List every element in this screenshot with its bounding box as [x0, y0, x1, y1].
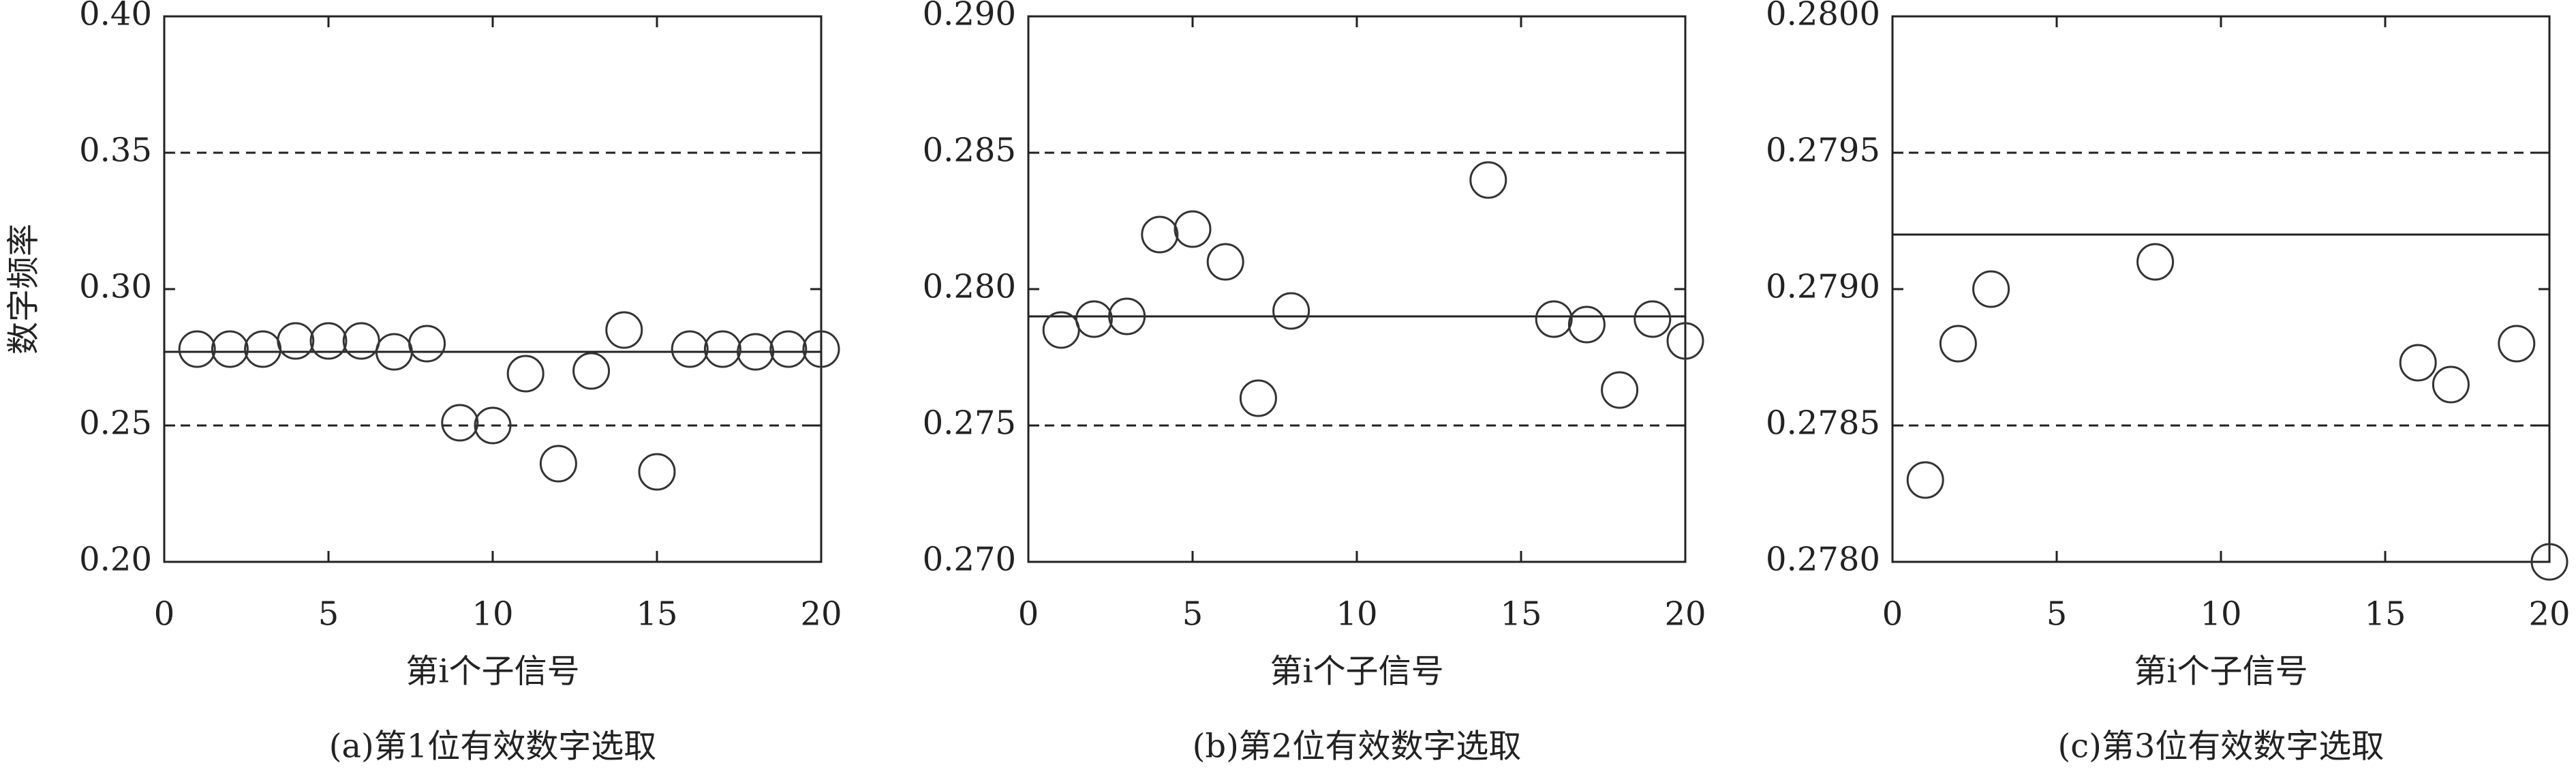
marker	[1906, 461, 1944, 499]
marker	[441, 404, 479, 442]
marker	[1239, 379, 1277, 417]
x-tick-label: 0	[1882, 595, 1903, 633]
x-tick-label: 20	[1664, 595, 1706, 633]
x-axis-label: 第i个子信号	[2134, 653, 2307, 691]
marker	[309, 322, 348, 360]
x-tick-label: 5	[2046, 595, 2068, 633]
y-tick-label: 0.275	[923, 404, 1016, 443]
marker	[671, 330, 709, 368]
y-tick-label: 0.2800	[1766, 0, 1880, 33]
marker	[1567, 305, 1606, 344]
y-tick-label: 0.2790	[1766, 268, 1880, 306]
marker	[178, 330, 216, 368]
marker	[1972, 270, 2010, 308]
marker	[539, 445, 577, 483]
y-tick-label: 0.290	[923, 0, 1016, 33]
marker	[2136, 243, 2175, 281]
marker	[1634, 300, 1672, 338]
marker	[1666, 322, 1704, 360]
marker	[277, 322, 315, 360]
y-tick-label: 0.30	[79, 268, 152, 306]
marker	[638, 453, 676, 491]
marker	[1601, 371, 1639, 409]
marker	[769, 330, 808, 368]
y-axis-label: 数字频率	[5, 224, 43, 355]
y-tick-label: 0.40	[79, 0, 152, 33]
x-tick-label: 15	[1500, 595, 1542, 633]
y-tick-label: 0.2785	[1766, 404, 1880, 443]
x-tick-label: 20	[2528, 595, 2570, 633]
x-tick-label: 10	[2200, 595, 2241, 633]
x-axis-label: 第i个子信号	[405, 653, 579, 691]
y-tick-label: 0.2780	[1766, 541, 1880, 579]
marker	[1141, 215, 1179, 254]
marker	[408, 325, 446, 363]
marker	[737, 333, 775, 371]
marker	[342, 322, 380, 360]
x-tick-label: 5	[318, 595, 339, 633]
y-tick-label: 0.285	[923, 132, 1016, 170]
x-tick-label: 15	[636, 595, 677, 633]
plot-frame	[1027, 15, 1687, 563]
x-tick-label: 10	[1336, 595, 1377, 633]
marker	[211, 330, 249, 368]
x-tick-label: 15	[2364, 595, 2406, 633]
caption: (a)第1位有效数字选取	[329, 728, 657, 766]
marker	[572, 352, 611, 390]
x-tick-label: 0	[1018, 595, 1039, 633]
marker	[1469, 161, 1507, 199]
marker	[2432, 365, 2470, 404]
plot-frame	[163, 15, 823, 563]
marker	[605, 311, 643, 349]
marker	[1174, 210, 1212, 248]
marker	[1108, 297, 1146, 335]
marker	[2498, 325, 2536, 363]
y-tick-label: 0.270	[923, 541, 1016, 579]
marker	[506, 355, 545, 393]
marker	[2399, 344, 2437, 382]
marker	[1042, 311, 1080, 349]
x-tick-label: 0	[154, 595, 175, 633]
marker	[2530, 543, 2569, 581]
marker	[703, 330, 741, 368]
caption: (c)第3位有效数字选取	[2058, 728, 2385, 766]
x-tick-label: 10	[472, 595, 513, 633]
x-tick-label: 5	[1182, 595, 1203, 633]
x-tick-label: 20	[800, 595, 842, 633]
caption: (b)第2位有效数字选取	[1193, 728, 1522, 766]
y-tick-label: 0.280	[923, 268, 1016, 306]
marker	[802, 330, 840, 368]
y-tick-label: 0.20	[79, 541, 152, 579]
marker	[1939, 325, 1977, 363]
y-tick-label: 0.25	[79, 404, 152, 443]
marker	[1272, 292, 1310, 330]
x-axis-label: 第i个子信号	[1270, 653, 1443, 691]
plot-frame	[1891, 15, 2551, 563]
y-tick-label: 0.35	[79, 132, 152, 170]
marker	[1075, 300, 1113, 338]
marker	[474, 406, 512, 445]
y-tick-label: 0.2795	[1766, 132, 1880, 170]
marker	[244, 330, 282, 368]
marker	[1535, 300, 1573, 338]
marker	[1206, 243, 1244, 281]
